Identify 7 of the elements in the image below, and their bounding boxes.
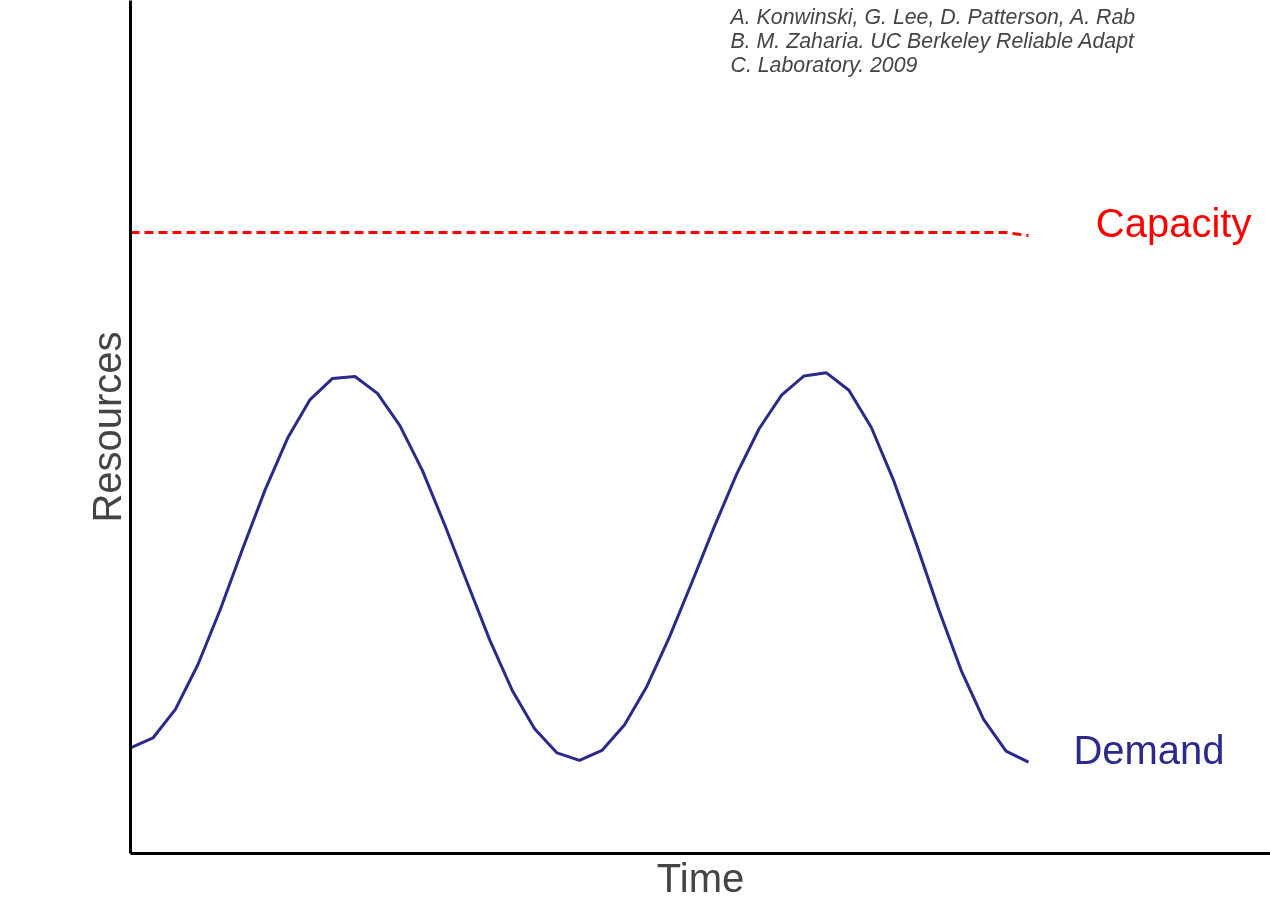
- text: B. M. Zaharia. UC Berkeley Reliable Adapt: [730, 28, 1136, 53]
- x-axis-title: Time: [656, 855, 745, 900]
- text: A. Konwinski, G. Lee, D. Patterson, A. Rab: [728, 4, 1136, 29]
- text: C. Laboratory. 2009: [730, 52, 918, 77]
- y-axis-title: Resources: [84, 331, 129, 523]
- series-label: Capacity: [1095, 201, 1252, 246]
- series-label: Demand: [1073, 727, 1225, 772]
